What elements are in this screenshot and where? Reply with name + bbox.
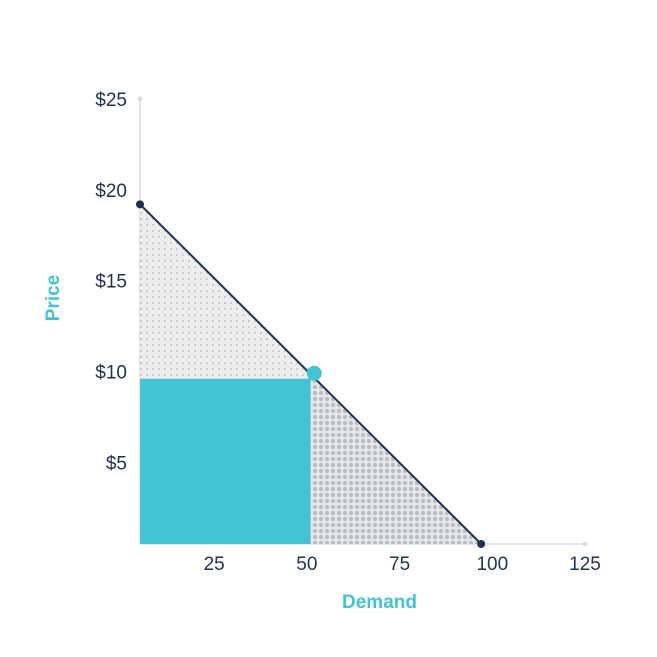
revenue-rectangle bbox=[140, 378, 311, 544]
x-axis-end-dot bbox=[582, 541, 588, 547]
y-tick-label: $20 bbox=[95, 181, 127, 202]
y-tick-label: $15 bbox=[95, 272, 127, 293]
y-tick-labels: $5 $10 $15 $20 $25 bbox=[95, 90, 127, 474]
y-axis-label: Price bbox=[43, 275, 64, 321]
demand-series bbox=[136, 200, 486, 548]
x-tick-label: 75 bbox=[389, 554, 410, 575]
x-tick-labels: 25 50 75 100 125 bbox=[204, 554, 601, 575]
line-start-point bbox=[136, 200, 144, 209]
y-tick-label: $5 bbox=[106, 453, 127, 474]
line-end-point bbox=[477, 540, 486, 548]
y-axis-end-dot bbox=[137, 96, 143, 102]
highlighted-point bbox=[306, 365, 322, 381]
x-tick-label: 100 bbox=[476, 554, 508, 575]
y-tick-label: $10 bbox=[95, 362, 127, 383]
y-tick-label: $25 bbox=[95, 90, 127, 111]
x-tick-label: 25 bbox=[204, 554, 225, 575]
x-tick-label: 125 bbox=[569, 554, 601, 575]
x-tick-label: 50 bbox=[296, 554, 317, 575]
x-axis-label: Demand bbox=[342, 592, 417, 613]
